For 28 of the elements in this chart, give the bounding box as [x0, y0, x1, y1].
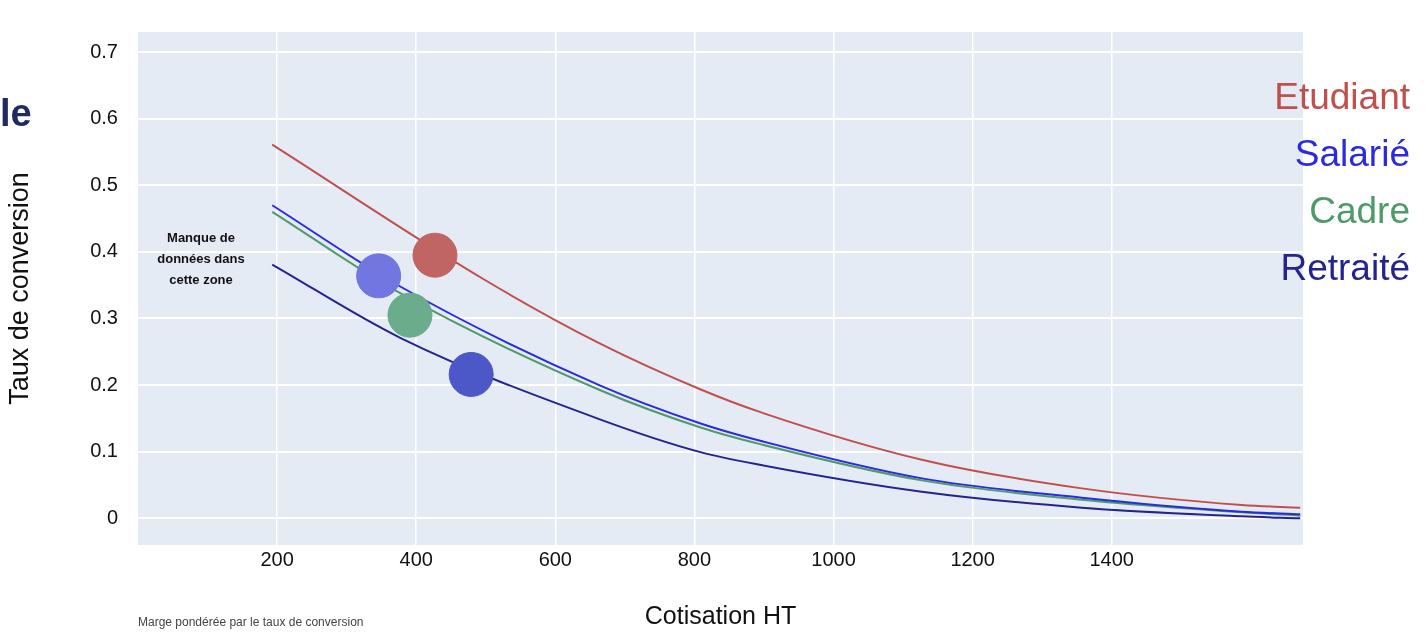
x-tick-label: 1200	[950, 547, 995, 570]
x-axis-title: Cotisation HT	[644, 600, 797, 629]
y-tick-label: 0.6	[90, 106, 118, 129]
text: Cadre	[1308, 189, 1410, 233]
y-tick-label: 0.4	[90, 239, 118, 262]
text: Marge pondérée par le taux de conversion	[138, 615, 364, 629]
x-tick-label: 1400	[1089, 547, 1134, 570]
text: le	[0, 92, 32, 134]
point	[412, 232, 458, 278]
y-tick-label: 0.7	[90, 39, 118, 62]
text: Salarié	[1293, 132, 1410, 176]
y-tick-label: 0.1	[90, 439, 118, 462]
point	[356, 253, 402, 299]
y-tick-label: 0	[106, 505, 118, 528]
point	[387, 292, 433, 338]
y-tick-label: 0.2	[90, 372, 118, 395]
x-tick-label: 800	[677, 547, 712, 570]
point	[448, 351, 494, 397]
text: Etudiant	[1274, 75, 1410, 119]
y-axis-title: Taux de conversion	[3, 172, 34, 405]
x-tick-label: 200	[260, 547, 294, 570]
x-tick-label: 400	[399, 547, 433, 570]
y-tick-label: 0.3	[90, 306, 118, 328]
x-tick-label: 600	[538, 547, 572, 570]
x-tick-label: 1000	[811, 547, 856, 570]
text: Retraité	[1279, 246, 1410, 290]
annotation: Manque de données dans cette zone	[157, 230, 245, 287]
y-tick-label: 0.5	[90, 172, 118, 195]
